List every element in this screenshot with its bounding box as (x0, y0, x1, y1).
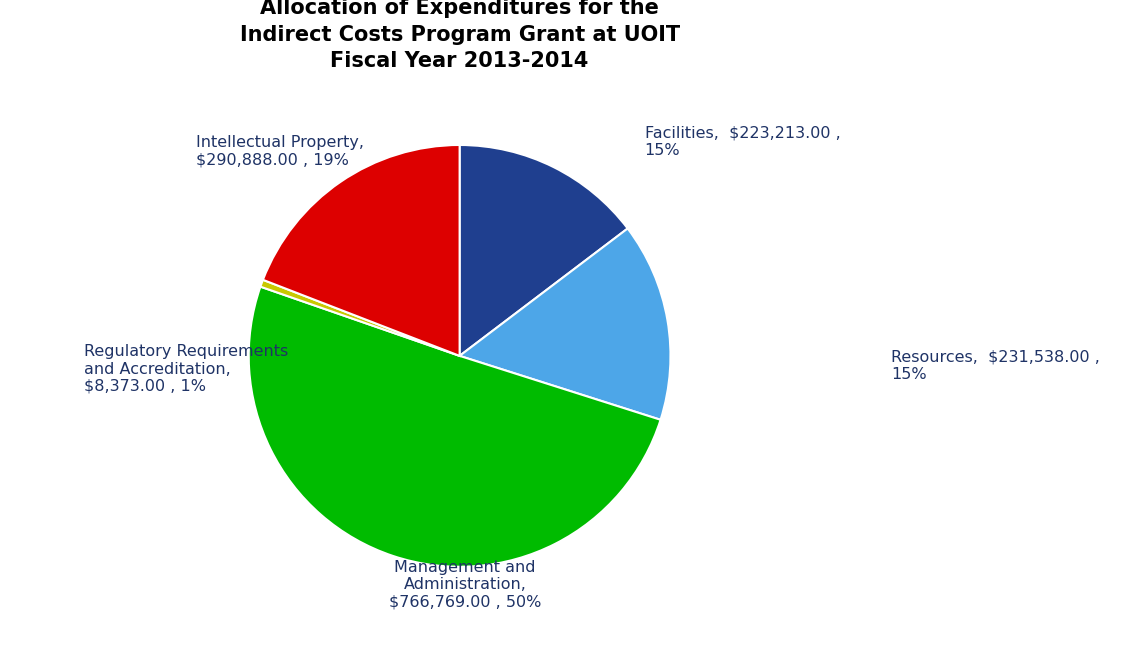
Wedge shape (249, 287, 660, 567)
Wedge shape (263, 145, 460, 356)
Text: Management and
Administration,
$766,769.00 , 50%: Management and Administration, $766,769.… (389, 559, 541, 610)
Wedge shape (460, 145, 628, 356)
Title: Allocation of Expenditures for the
Indirect Costs Program Grant at UOIT
Fiscal Y: Allocation of Expenditures for the Indir… (240, 0, 679, 71)
Text: Regulatory Requirements
and Accreditation,
$8,373.00 , 1%: Regulatory Requirements and Accreditatio… (84, 344, 288, 394)
Wedge shape (460, 229, 670, 420)
Text: Intellectual Property,
$290,888.00 , 19%: Intellectual Property, $290,888.00 , 19% (196, 135, 364, 168)
Text: Facilities,  $223,213.00 ,
15%: Facilities, $223,213.00 , 15% (645, 125, 841, 158)
Text: Resources,  $231,538.00 ,
15%: Resources, $231,538.00 , 15% (891, 349, 1100, 382)
Wedge shape (260, 280, 460, 356)
